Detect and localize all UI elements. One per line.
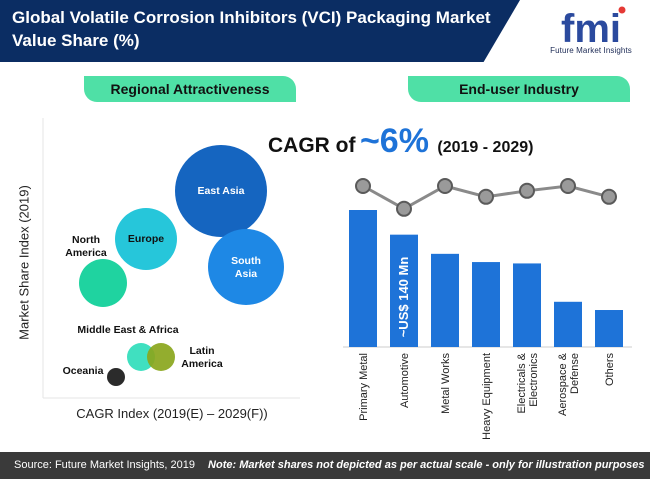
x-axis-label: CAGR Index (2019(E) – 2029(F)) bbox=[76, 406, 268, 421]
bar-primary-metal bbox=[349, 210, 377, 347]
page-title: Global Volatile Corrosion Inhibitors (VC… bbox=[12, 8, 491, 50]
bar-metal-works bbox=[431, 253, 459, 347]
bubble-north-america bbox=[79, 259, 127, 307]
category-label: Primary Metal bbox=[358, 353, 370, 421]
footer-source: Source: Future Market Insights, 2019 bbox=[14, 459, 195, 471]
footer-note: Note: Market shares not depicted as per … bbox=[208, 459, 645, 471]
trend-point bbox=[355, 178, 371, 194]
cagr-value: ~6% bbox=[359, 122, 429, 160]
trend-point bbox=[437, 178, 453, 194]
cagr-headline: CAGR of ~6% (2019 - 2029) bbox=[268, 122, 568, 161]
bubble-oceania bbox=[107, 368, 125, 386]
bar-value-annotation: ~US$ 140 Mn bbox=[396, 257, 411, 338]
header: Global Volatile Corrosion Inhibitors (VC… bbox=[0, 0, 650, 62]
trend-point bbox=[396, 200, 412, 217]
trend-point bbox=[519, 182, 535, 199]
bar-others bbox=[595, 310, 623, 347]
category-label: Electricals &Electronics bbox=[516, 352, 540, 413]
bubble-middle-east-africa bbox=[127, 343, 155, 371]
bar-heavy-equipment bbox=[472, 262, 500, 347]
category-label: Automotive bbox=[399, 353, 411, 408]
category-label: Others bbox=[604, 353, 616, 387]
footer: Source: Future Market Insights, 2019 Not… bbox=[0, 452, 650, 479]
regional-heading: Regional Attractiveness bbox=[84, 76, 296, 102]
cagr-prefix: CAGR of bbox=[268, 134, 356, 157]
bubble-latin-america bbox=[147, 343, 175, 371]
end-user-heading: End-user Industry bbox=[408, 76, 630, 102]
label-north-america: North America bbox=[65, 234, 107, 259]
label-middle-east-africa: Middle East & Africa bbox=[77, 324, 179, 336]
category-label: Aerospace &Defense bbox=[557, 352, 581, 416]
fmi-logo-text: fmi bbox=[561, 7, 621, 51]
label-east-asia: East Asia bbox=[197, 185, 245, 197]
trend-point bbox=[560, 178, 576, 194]
fmi-logo: fmi bbox=[561, 6, 626, 51]
label-oceania: Oceania bbox=[62, 365, 104, 377]
trend-point bbox=[601, 188, 617, 205]
cagr-period: (2019 - 2029) bbox=[437, 139, 534, 156]
bar-electricals-electronics bbox=[513, 263, 541, 347]
category-label: Heavy Equipment bbox=[481, 353, 493, 440]
logo-caption: Future Market Insights bbox=[550, 46, 632, 55]
bar-aerospace-defense bbox=[554, 301, 582, 347]
category-label: Metal Works bbox=[440, 353, 452, 414]
label-europe: Europe bbox=[127, 233, 165, 245]
label-south-asia: South Asia bbox=[216, 255, 276, 281]
bubble-east-asia bbox=[175, 145, 267, 237]
label-latin-america: Latin America bbox=[181, 345, 223, 370]
header-band bbox=[0, 0, 520, 62]
trend-point bbox=[478, 188, 494, 205]
label-south-asia-text: South Asia bbox=[231, 255, 261, 280]
bubble-europe bbox=[115, 208, 177, 270]
bar-automotive bbox=[390, 234, 418, 347]
bubble-south-asia bbox=[208, 229, 284, 305]
